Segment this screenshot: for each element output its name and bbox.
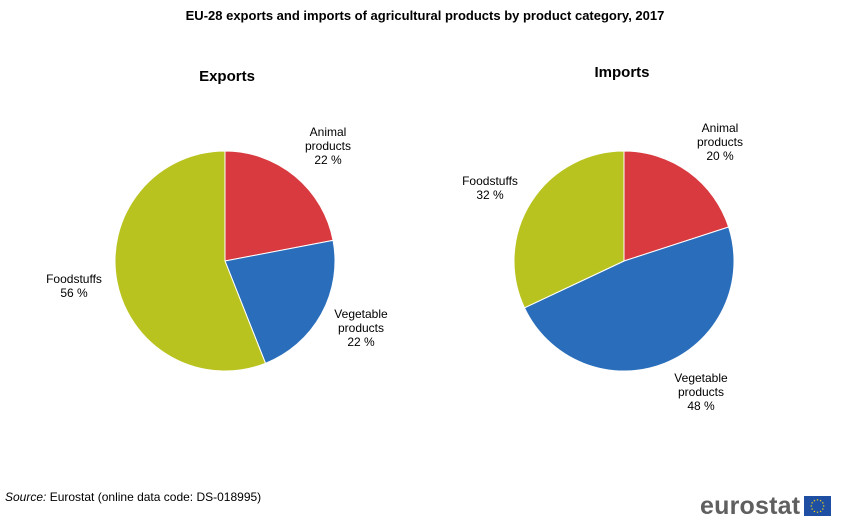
pie-slice-exports-vegetable: [224, 239, 336, 364]
flag-star-icon: [816, 511, 819, 514]
slice-label-line: Vegetable: [334, 307, 388, 321]
slice-label-line: products: [697, 135, 743, 149]
pie-title-exports: Exports: [199, 68, 255, 85]
chart-title: EU-28 exports and imports of agricultura…: [186, 8, 665, 23]
flag-star-icon: [822, 504, 825, 507]
flag-star-icon: [810, 504, 813, 507]
eurostat-logo: eurostat: [700, 489, 832, 523]
slice-label-line: 20 %: [706, 149, 734, 163]
slice-label-line: 48 %: [687, 399, 715, 413]
slice-label-line: products: [678, 385, 724, 399]
eu-flag-icon: [804, 496, 832, 516]
slice-label-line: 56 %: [60, 286, 88, 300]
slice-label-line: Vegetable: [674, 371, 728, 385]
slice-label-line: 32 %: [476, 188, 504, 202]
slice-label-exports-vegetable: Vegetable products 22 %: [334, 307, 388, 349]
slice-label-line: Foodstuffs: [46, 272, 102, 286]
slice-label-exports-foodstuffs: Foodstuffs 56 %: [46, 272, 102, 300]
slice-label-imports-animal: Animal products 20 %: [697, 121, 743, 163]
flag-star-icon: [822, 508, 825, 510]
slice-label-line: products: [305, 139, 351, 153]
flag-star-icon: [822, 501, 825, 504]
source-text: Eurostat (online data code: DS-018995): [49, 490, 262, 504]
slice-label-line: Animal: [702, 121, 739, 135]
pie-slice-exports-animal: [224, 150, 334, 262]
flag-star-icon: [811, 501, 814, 504]
slice-label-line: 22 %: [347, 335, 375, 349]
flag-star-icon: [819, 499, 822, 502]
pie-slice-imports-animal: [623, 150, 730, 262]
slice-label-line: 22 %: [314, 153, 342, 167]
slice-label-line: Animal: [310, 125, 347, 139]
slice-label-line: products: [338, 321, 384, 335]
pie-slice-imports-vegetable: [523, 226, 735, 372]
flag-star-icon: [819, 510, 822, 513]
slice-label-line: Foodstuffs: [462, 174, 518, 188]
slice-label-exports-animal: Animal products 22 %: [305, 125, 351, 167]
pie-slice-imports-foodstuffs: [513, 150, 625, 309]
logo-text: eurostat: [700, 491, 801, 520]
source-note: Source: Eurostat (online data code: DS-0…: [5, 490, 261, 504]
slice-label-imports-foodstuffs: Foodstuffs 32 %: [462, 174, 518, 202]
slice-label-imports-vegetable: Vegetable products 48 %: [674, 371, 728, 413]
flag-star-icon: [813, 510, 816, 513]
source-prefix: Source:: [5, 490, 47, 504]
pie-title-imports: Imports: [594, 64, 649, 81]
flag-star-icon: [813, 499, 816, 502]
pie-slice-exports-foodstuffs: [114, 150, 267, 372]
flag-star-icon: [816, 498, 819, 501]
flag-star-icon: [811, 508, 814, 510]
